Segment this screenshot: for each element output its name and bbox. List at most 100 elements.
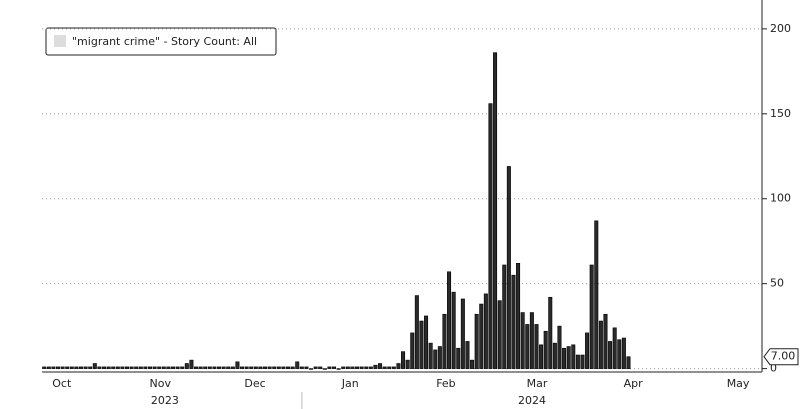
year-label: 2024 [518,394,546,407]
year-label: 2023 [151,394,179,407]
x-tick-label: Feb [436,377,455,390]
bar [488,103,493,369]
bar [286,366,291,369]
bar [589,264,594,369]
bar [396,363,401,369]
bar [548,296,553,369]
bar [483,293,488,369]
bar [350,366,355,369]
bar [368,366,373,369]
bar [470,359,475,369]
last-value-label: 7.00 [771,350,796,363]
bar [511,274,516,369]
bar [267,366,272,369]
bar [295,361,300,369]
bar [65,366,70,369]
bar [313,366,318,369]
bar [309,368,314,370]
bar [626,356,631,369]
bar [506,166,511,369]
bar [240,366,245,369]
bar [263,366,268,369]
bar [378,363,383,369]
bar [387,366,392,369]
x-tick-label: Nov [150,377,172,390]
y-tick-label: 150 [770,107,791,120]
bar [290,366,295,369]
bar [74,366,79,369]
bar [520,312,525,369]
bar [175,366,180,369]
legend-label: "migrant crime" - Story Count: All [72,35,257,48]
bar [322,368,327,370]
bar [221,366,226,369]
bar [138,366,143,369]
bar [424,315,429,369]
bar [143,366,148,369]
bar [419,320,424,369]
bar [189,359,194,369]
last-value-box [763,348,799,366]
bar [157,366,162,369]
bar [51,366,56,369]
bar [364,366,369,369]
bar [442,313,447,369]
bar [184,363,189,369]
bar [106,366,111,369]
bar [207,366,212,369]
bar [414,295,419,369]
bar [129,366,134,369]
x-tick-label: Mar [527,377,548,390]
bar [447,271,452,369]
bar [46,366,51,369]
x-tick-label: Jan [341,377,359,390]
bar [180,366,185,369]
y-tick-label: 50 [770,277,784,290]
bar [497,300,502,369]
bar [111,366,116,369]
bar [479,303,484,369]
bar [327,366,332,369]
bar [594,220,599,369]
bar [42,366,47,369]
bar [575,354,580,369]
bar [612,327,617,369]
bar [382,366,387,369]
bar [258,366,263,369]
bar [598,320,603,369]
bar [79,366,84,369]
bar [198,366,203,369]
bar [226,366,231,369]
x-tick-label: Dec [244,377,265,390]
bar [171,366,176,369]
bar [152,366,157,369]
bar [281,366,286,369]
bar [355,366,360,369]
bar [493,52,498,369]
bar [115,366,120,369]
bar [244,366,249,369]
bar [276,366,281,369]
bar [552,342,557,369]
bar [212,366,217,369]
bar [391,366,396,369]
legend-box [45,27,277,56]
bar [529,312,534,369]
bar [465,341,470,369]
y-tick-label: 0 [770,362,777,375]
x-tick-label: May [727,377,750,390]
bar [203,366,208,369]
bar [534,324,539,369]
bar [557,325,562,369]
bar [88,366,93,369]
bar [69,366,74,369]
bar [336,368,341,370]
x-tick-label: Oct [52,377,72,390]
bar [166,366,171,369]
bar [148,366,153,369]
bar [97,366,102,369]
bar [345,366,350,369]
bar [571,344,576,369]
bar [125,366,130,369]
bar [253,366,258,369]
